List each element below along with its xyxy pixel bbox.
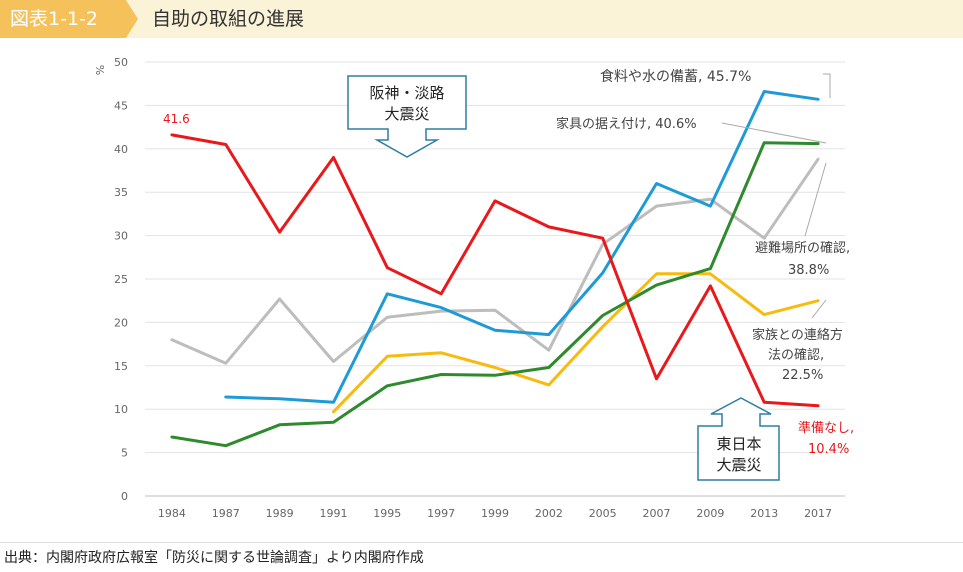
y-tick-label: 20 [114, 316, 128, 329]
x-tick-label: 2007 [643, 507, 671, 520]
x-tick-label: 1999 [481, 507, 509, 520]
x-tick-label: 2009 [696, 507, 724, 520]
higashi-label-line2: 大震災 [716, 456, 761, 474]
y-tick-labels: 0 5 10 15 20 25 30 35 40 45 50 [114, 56, 128, 503]
x-tick-label: 2013 [750, 507, 778, 520]
label-none-line1: 準備なし, [798, 420, 854, 436]
hanshin-awaji-callout: 阪神・淡路 大震災 [347, 75, 467, 158]
hanshin-label-line1: 阪神・淡路 [369, 84, 444, 102]
label-first-point: 41.6 [163, 112, 190, 126]
leader-furniture [721, 122, 827, 144]
y-tick-label: 15 [114, 360, 128, 373]
figure-header: 図表1-1-2 自助の取組の進展 [0, 0, 963, 38]
hanshin-label-line2: 大震災 [384, 105, 429, 123]
leader-shelter [804, 162, 827, 237]
figure-title: 自助の取組の進展 [152, 8, 305, 30]
label-furniture: 家具の据え付け, 40.6% [556, 116, 697, 132]
leader-food [823, 73, 831, 98]
figure-number-tag: 図表1-1-2 [0, 0, 138, 38]
y-tick-label: 30 [114, 230, 128, 243]
label-none-line2: 10.4% [808, 442, 849, 457]
label-food-water: 食料や水の備蓄, 45.7% [600, 68, 751, 85]
x-tick-label: 2002 [535, 507, 563, 520]
higashi-label-line1: 東日本 [716, 435, 761, 453]
x-tick-label: 1987 [212, 507, 240, 520]
leader-contact [811, 299, 827, 319]
label-contact-line1: 家族との連絡方 [752, 327, 843, 343]
y-tick-label: 25 [114, 273, 128, 286]
chart-panel: 0 5 10 15 20 25 30 35 40 45 50 1984 1987 1989 1991 199… [0, 38, 963, 543]
series-line-food [224, 90, 820, 404]
label-shelter-line2: 38.8% [788, 263, 829, 278]
y-tick-label: 45 [114, 99, 128, 112]
line-chart: 0 5 10 15 20 25 30 35 40 45 50 1984 1987 1989 1991 199… [94, 56, 854, 520]
series-line-furniture [170, 141, 820, 448]
gridlines [145, 61, 845, 497]
x-tick-label: 1989 [266, 507, 294, 520]
x-tick-label: 1984 [158, 507, 186, 520]
series-lines [170, 90, 820, 448]
label-contact-line3: 22.5% [782, 368, 823, 383]
y-tick-label: 35 [114, 186, 128, 199]
y-tick-label: 50 [114, 56, 128, 69]
y-tick-label: 40 [114, 143, 128, 156]
source-note: 出典：内閣府政府広報室「防災に関する世論調査」より内閣府作成 [4, 550, 424, 566]
x-tick-label: 1997 [427, 507, 455, 520]
x-tick-label: 2005 [589, 507, 617, 520]
x-tick-label: 2017 [804, 507, 832, 520]
x-tick-label: 1991 [319, 507, 347, 520]
higashi-nihon-callout: 東日本 大震災 [697, 397, 780, 481]
x-tick-label: 1995 [373, 507, 401, 520]
y-axis-unit: % [94, 65, 107, 75]
y-tick-label: 5 [121, 447, 128, 460]
label-shelter-line1: 避難場所の確認, [755, 240, 850, 256]
x-tick-labels: 1984 1987 1989 1991 1995 1997 1999 2002 2005 2007… [158, 507, 832, 520]
label-contact-line2: 法の確認, [768, 347, 824, 363]
series-line-contact [332, 272, 820, 414]
series-line-shelter [170, 157, 820, 365]
y-tick-label: 10 [114, 403, 128, 416]
y-tick-label: 0 [121, 490, 128, 503]
series-line-none [170, 133, 820, 408]
